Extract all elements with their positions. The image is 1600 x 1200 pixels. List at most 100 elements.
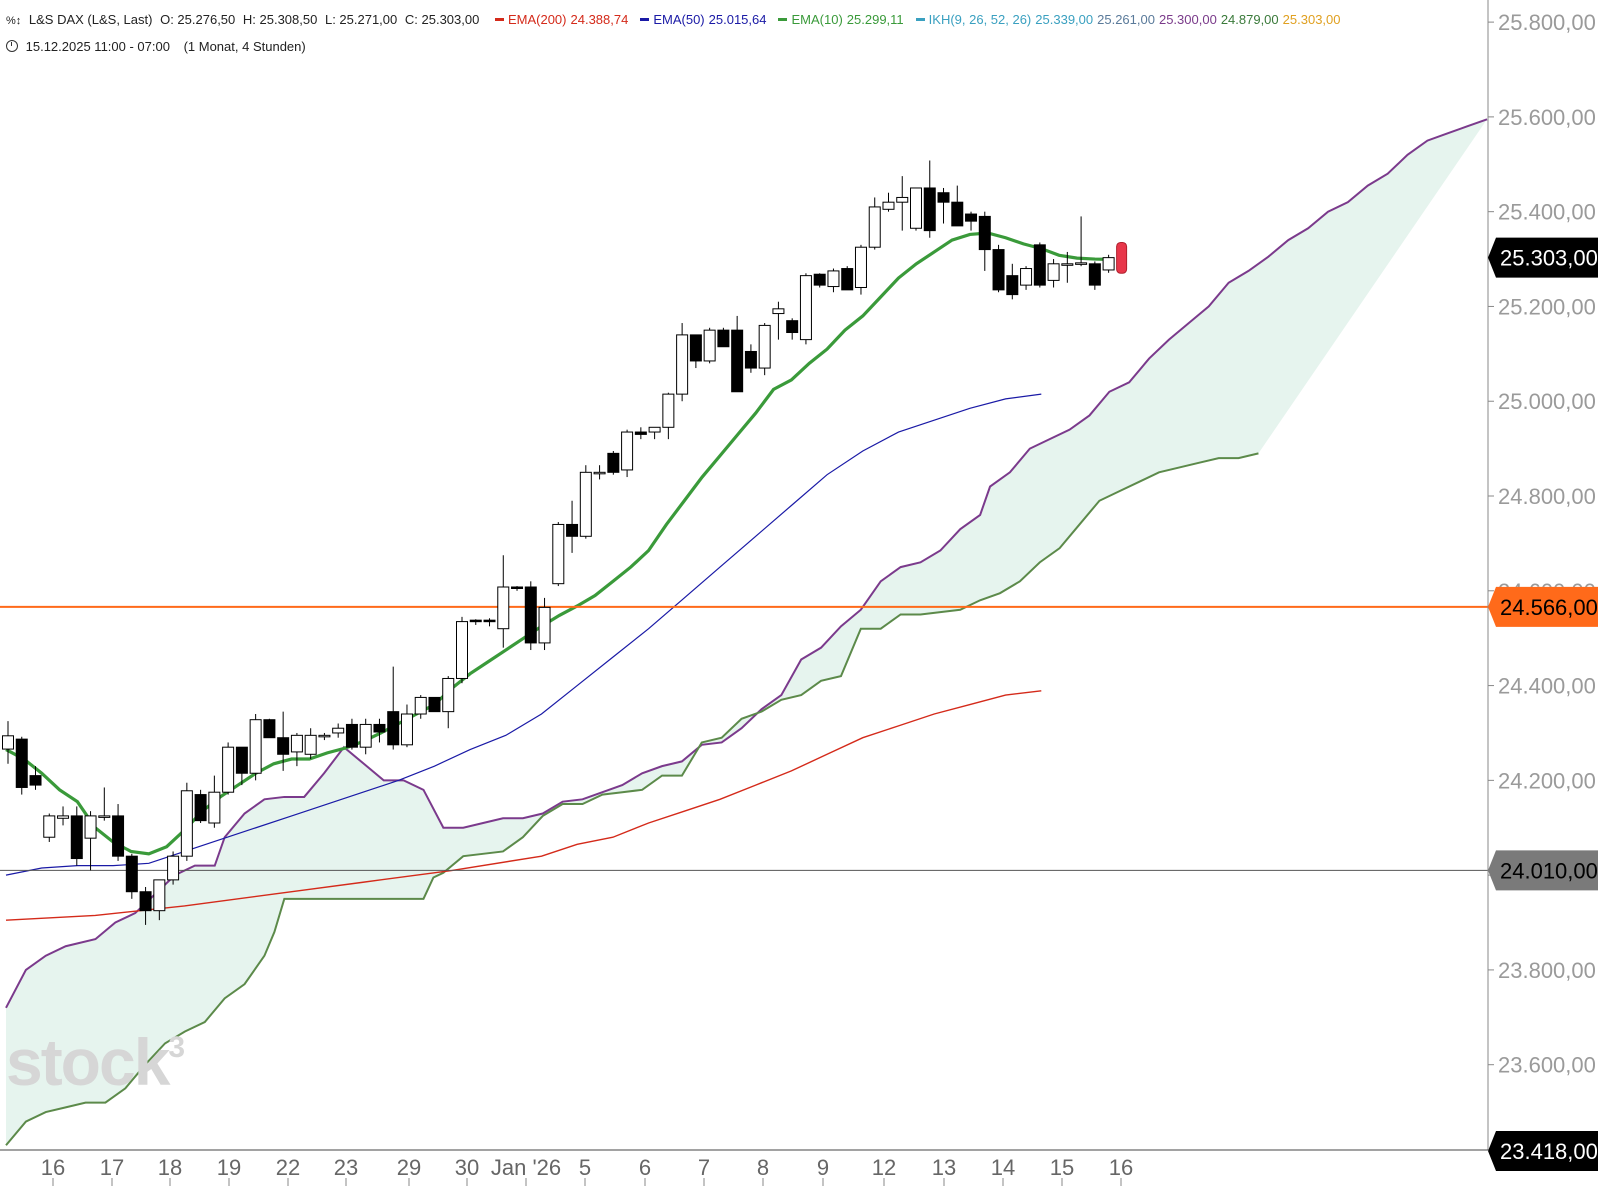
candle-body [84,815,97,839]
candle[interactable] [758,323,771,376]
candle[interactable] [662,392,675,440]
candle[interactable] [15,736,28,795]
indicator-name-2[interactable]: EMA(10) [791,12,843,27]
candle[interactable] [992,244,1005,293]
candle[interactable] [524,581,537,651]
candle[interactable] [208,775,221,828]
candle[interactable] [854,244,867,295]
candle[interactable] [786,318,799,340]
candle[interactable] [1047,259,1060,288]
candle[interactable] [923,160,936,238]
candle[interactable] [29,766,42,790]
candle[interactable] [442,676,455,729]
candles-layer[interactable] [2,160,1128,925]
candle[interactable] [387,666,400,750]
candle[interactable] [731,315,744,393]
candle[interactable] [483,618,496,627]
candle[interactable] [414,695,427,719]
candle[interactable] [84,811,97,871]
candle[interactable] [896,176,909,231]
candle[interactable] [497,555,510,648]
candle[interactable] [194,789,207,824]
candle[interactable] [153,879,166,921]
candle[interactable] [249,714,262,781]
candle[interactable] [1088,261,1101,290]
candle[interactable] [621,429,634,478]
candle[interactable] [841,266,854,291]
candle[interactable] [1006,263,1019,300]
candle-body [469,619,482,623]
indicator-legend[interactable]: EMA(200) 24.388,74 EMA(50) 25.015,64 EMA(10)… [487,12,1345,27]
candle[interactable] [304,728,317,760]
candle[interactable] [648,426,661,440]
candle[interactable] [469,619,482,625]
candle[interactable] [910,187,923,231]
candle[interactable] [772,301,785,340]
candle[interactable] [98,787,111,821]
candle[interactable] [744,344,757,373]
candle[interactable] [1020,266,1033,290]
candle[interactable] [965,211,978,231]
chart-type-icon[interactable]: %↕ [6,15,22,27]
candle[interactable] [1075,216,1088,267]
candle[interactable] [566,500,579,553]
candle[interactable] [538,597,551,651]
candle-body [318,734,331,738]
symbol-name[interactable]: L&S DAX (L&S, Last) [28,12,153,27]
price-label-2[interactable]: 24.010,00 [1488,850,1598,891]
candle[interactable] [634,427,647,440]
candle[interactable] [978,211,991,271]
candle[interactable] [400,704,413,748]
candle[interactable] [1033,242,1046,288]
candle[interactable] [827,268,840,293]
candle[interactable] [373,718,386,743]
candle[interactable] [703,327,716,364]
price-label-1[interactable]: 24.566,00 [1488,586,1598,627]
candle[interactable] [222,742,235,795]
candle[interactable] [180,782,193,861]
candle[interactable] [717,327,730,348]
candle[interactable] [318,732,331,741]
candle[interactable] [799,273,812,345]
candle[interactable] [1061,251,1074,283]
indicator-name-3[interactable]: IKH(9, 26, 52, 26) [928,12,1032,27]
candle[interactable] [1102,254,1115,273]
candle[interactable] [263,718,276,739]
current-candle-marker[interactable] [1116,241,1128,274]
ohlc-high: H: 25.308,50 [242,12,318,27]
candle[interactable] [813,273,826,288]
candle[interactable] [332,723,345,738]
candle[interactable] [345,718,358,750]
x-tick-label: 5 [579,1155,591,1180]
candle[interactable] [57,806,70,826]
candle[interactable] [290,732,303,767]
indicator-name-1[interactable]: EMA(50) [653,12,705,27]
candle[interactable] [882,192,895,212]
candle[interactable] [2,721,14,764]
indicator-name-0[interactable]: EMA(200) [507,12,567,27]
candle[interactable] [112,804,125,861]
candle[interactable] [579,465,592,539]
candle[interactable] [70,806,83,866]
candle[interactable] [607,450,620,475]
candle[interactable] [428,696,441,713]
candle[interactable] [951,185,964,227]
candle[interactable] [676,323,689,402]
candle[interactable] [511,586,524,591]
candle[interactable] [139,886,152,925]
candle[interactable] [235,746,248,786]
candle[interactable] [359,718,372,755]
candle[interactable] [868,197,881,250]
price-label-0[interactable]: 25.303,00 [1488,237,1598,278]
candle[interactable] [167,851,180,885]
candle[interactable] [456,616,469,684]
candle[interactable] [937,187,950,224]
price-label-3[interactable]: 23.418,00 [1488,1130,1598,1171]
candle[interactable] [552,522,565,587]
candle[interactable] [43,813,56,842]
candle[interactable] [689,334,702,369]
candle[interactable] [125,853,138,899]
candle[interactable] [593,465,606,480]
candle[interactable] [277,711,290,771]
